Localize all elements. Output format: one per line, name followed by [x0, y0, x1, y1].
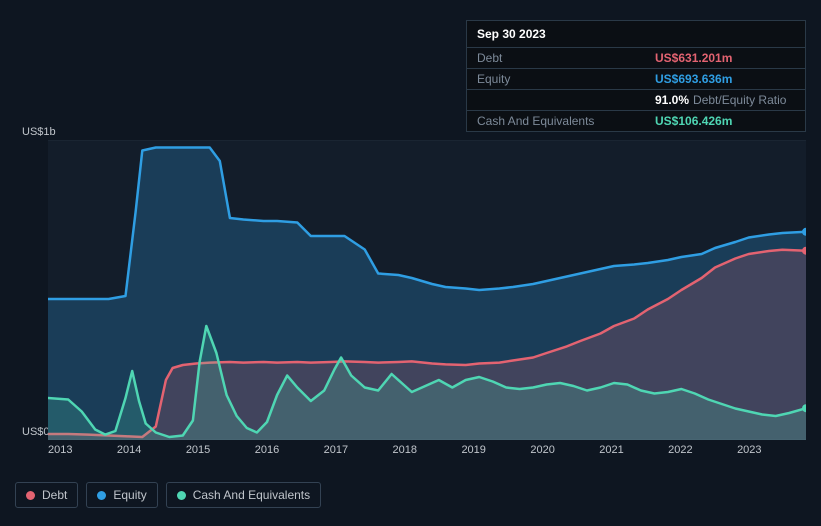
legend-label: Cash And Equivalents [193, 488, 310, 502]
chart-svg [48, 140, 806, 440]
x-axis-tick: 2021 [599, 444, 668, 456]
tooltip-row-value: 91.0%Debt/Equity Ratio [655, 93, 795, 107]
tooltip-row: 91.0%Debt/Equity Ratio [467, 90, 805, 111]
chart-container: Sep 30 2023 DebtUS$631.201mEquityUS$693.… [0, 0, 821, 526]
legend-label: Equity [113, 488, 146, 502]
legend-item-cash[interactable]: Cash And Equivalents [166, 482, 321, 508]
tooltip-row: DebtUS$631.201m [467, 48, 805, 69]
x-axis-tick: 2019 [461, 444, 530, 456]
chart-legend: Debt Equity Cash And Equivalents [15, 482, 321, 508]
x-axis-tick: 2015 [186, 444, 255, 456]
x-axis-tick: 2023 [737, 444, 806, 456]
tooltip-row-value: US$631.201m [655, 51, 795, 65]
x-axis-tick: 2022 [668, 444, 737, 456]
tooltip-row-label: Equity [477, 72, 655, 86]
tooltip-row: EquityUS$693.636m [467, 69, 805, 90]
tooltip-row-label [477, 93, 655, 107]
tooltip-row-value: US$106.426m [655, 114, 795, 128]
legend-item-debt[interactable]: Debt [15, 482, 78, 508]
x-axis-tick: 2018 [393, 444, 462, 456]
tooltip-row-suffix: Debt/Equity Ratio [693, 93, 786, 107]
x-axis: 2013201420152016201720182019202020212022… [48, 444, 806, 456]
tooltip-row-label: Debt [477, 51, 655, 65]
chart-plot[interactable] [48, 140, 806, 440]
y-axis-label-bottom: US$0 [22, 426, 50, 438]
x-axis-tick: 2013 [48, 444, 117, 456]
x-axis-tick: 2020 [530, 444, 599, 456]
legend-swatch [177, 491, 186, 500]
y-axis-label-top: US$1b [22, 126, 56, 138]
x-axis-tick: 2016 [255, 444, 324, 456]
x-axis-tick: 2017 [324, 444, 393, 456]
x-axis-tick: 2014 [117, 444, 186, 456]
legend-label: Debt [42, 488, 67, 502]
tooltip-rows: DebtUS$631.201mEquityUS$693.636m91.0%Deb… [467, 48, 805, 131]
legend-swatch [26, 491, 35, 500]
legend-item-equity[interactable]: Equity [86, 482, 157, 508]
tooltip-row-value: US$693.636m [655, 72, 795, 86]
tooltip-date: Sep 30 2023 [467, 21, 805, 48]
legend-swatch [97, 491, 106, 500]
tooltip-row: Cash And EquivalentsUS$106.426m [467, 111, 805, 131]
data-tooltip: Sep 30 2023 DebtUS$631.201mEquityUS$693.… [466, 20, 806, 132]
tooltip-row-label: Cash And Equivalents [477, 114, 655, 128]
